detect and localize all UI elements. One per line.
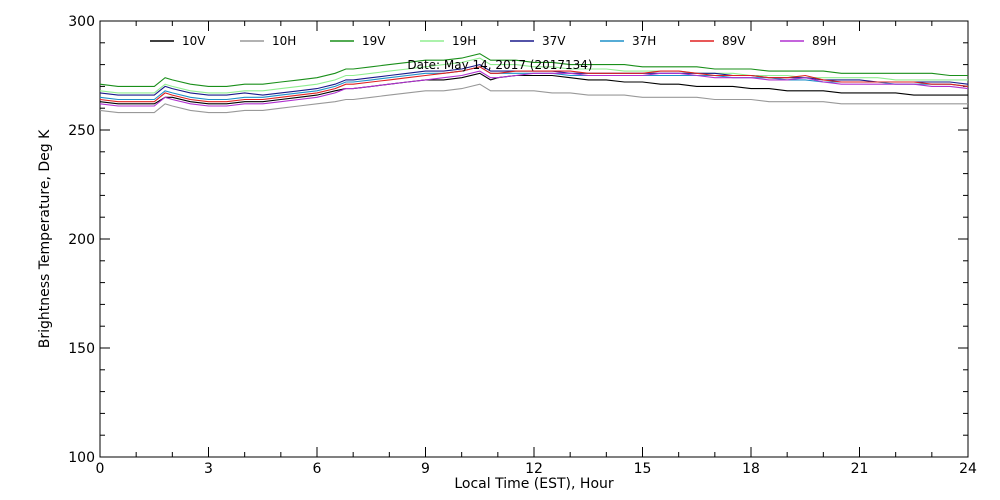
x-tick-label: 24: [959, 461, 977, 477]
y-tick-label: 200: [68, 232, 95, 248]
x-tick-label: 15: [634, 461, 652, 477]
legend-label-10v: 10V: [182, 34, 206, 48]
legend-label-37v: 37V: [542, 34, 566, 48]
x-tick-label: 0: [96, 461, 105, 477]
legend-label-37h: 37H: [632, 34, 656, 48]
x-tick-label: 12: [525, 461, 543, 477]
x-tick-label: 3: [204, 461, 213, 477]
tick-labels: 0 3 6 9 12 15 18 21 24 100 150 200 250 300: [68, 14, 977, 477]
legend-label-10h: 10H: [272, 34, 296, 48]
x-tick-label: 9: [421, 461, 430, 477]
series-line-10h: [99, 83, 968, 114]
plot-area: [99, 20, 969, 458]
series-line-89h: [99, 70, 969, 107]
legend-label-89h: 89H: [812, 34, 836, 48]
y-axis-label: Brightness Temperature, Deg K: [37, 129, 53, 348]
x-axis-label: Local Time (EST), Hour: [454, 476, 614, 492]
y-tick-label: 250: [68, 123, 95, 139]
legend: 10V 10H 19V 19H 37V 37H 89V 89H: [150, 34, 836, 48]
x-tick-label: 21: [851, 461, 869, 477]
legend-label-89v: 89V: [722, 34, 746, 48]
y-tick-label: 100: [68, 450, 95, 466]
series-line-89v: [99, 66, 969, 103]
series-line-37h: [99, 66, 969, 101]
legend-label-19v: 19V: [362, 34, 386, 48]
date-annotation: Date: May 14, 2017 (2017134): [407, 58, 592, 72]
x-tick-label: 6: [313, 461, 322, 477]
series-line-37v: [99, 64, 969, 96]
series-lines: [99, 53, 969, 114]
series-line-19v: [99, 53, 968, 87]
y-tick-label: 300: [68, 14, 95, 30]
axis-ticks: [99, 20, 969, 458]
y-tick-label: 150: [68, 341, 95, 357]
legend-label-19h: 19H: [452, 34, 476, 48]
x-tick-label: 18: [742, 461, 760, 477]
